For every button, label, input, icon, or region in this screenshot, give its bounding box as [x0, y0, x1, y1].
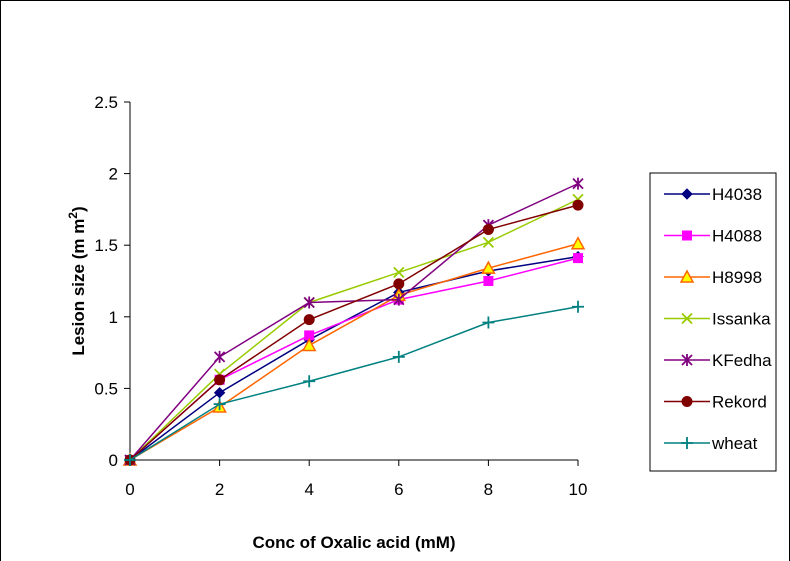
legend-item-h4088: H4088: [664, 227, 762, 246]
series-line: [129, 204, 579, 461]
series-h8998: [122, 236, 586, 466]
legend-item-kfedha: KFedha: [664, 351, 772, 370]
x-tick-label: 8: [484, 480, 493, 499]
data-point: [482, 316, 495, 329]
legend-marker: [679, 269, 695, 283]
legend-label: Rekord: [712, 393, 767, 412]
legend-label: Issanka: [712, 310, 771, 329]
legend-label: KFedha: [712, 351, 772, 370]
series-line: [129, 243, 579, 461]
data-point: [570, 236, 586, 250]
data-point: [572, 177, 584, 190]
legend-marker: [681, 312, 693, 325]
data-point: [303, 314, 315, 326]
legend-marker: [681, 396, 693, 407]
series-layer: [122, 177, 586, 466]
legend-item-issanka: Issanka: [664, 310, 771, 329]
y-tick-label: 1.5: [94, 236, 118, 255]
legend: H4038 H4088 H8998 Issanka KFedha Rekord wheat: [649, 172, 777, 472]
axes: [129, 102, 578, 461]
y-tick-label: 0.5: [94, 379, 118, 398]
legend-box: [649, 172, 777, 472]
y-axis-title: Lesion size (m m2): [66, 206, 88, 355]
data-point: [301, 337, 317, 352]
data-point: [573, 253, 583, 264]
legend-label: H4088: [712, 227, 762, 246]
y-tick-label: 2: [109, 165, 118, 184]
series-h4088: [125, 253, 583, 465]
y-tick-label: 0: [109, 451, 118, 470]
legend-label: H8998: [712, 268, 762, 287]
data-point: [481, 260, 496, 274]
data-point: [303, 375, 316, 388]
legend-marker: [682, 230, 692, 241]
data-point: [572, 300, 584, 313]
legend-marker: [681, 354, 693, 366]
series-line: [129, 198, 579, 461]
x-axis-title: Conc of Oxalic acid (mM): [252, 533, 455, 552]
data-point: [213, 386, 226, 399]
legend-label: wheat: [711, 434, 758, 453]
data-point: [303, 296, 315, 309]
legend-item-h8998: H8998: [664, 268, 762, 287]
data-point: [393, 266, 405, 279]
series-rekord: [124, 199, 584, 466]
data-point: [482, 236, 495, 248]
data-point: [482, 223, 494, 235]
legend-marker: [681, 437, 693, 449]
data-point: [124, 454, 136, 466]
x-tick-label: 2: [215, 480, 224, 499]
x-tick-label: 4: [304, 480, 313, 499]
data-point: [392, 350, 405, 363]
y-tick-label: 1: [109, 308, 118, 327]
series-line: [129, 257, 579, 461]
legend-label: H4038: [712, 185, 762, 204]
series-line: [129, 255, 579, 461]
x-tick-label: 0: [125, 480, 134, 499]
data-point: [393, 278, 405, 290]
y-tick-label: 2.5: [94, 93, 118, 112]
legend-item-rekord: Rekord: [664, 393, 767, 412]
data-point: [214, 374, 226, 386]
x-tick-label: 10: [569, 480, 588, 499]
data-point: [213, 398, 226, 411]
data-point: [572, 199, 584, 211]
y-axis-ticks: 0 0.5 1 1.5 2 2.5: [94, 93, 130, 470]
legend-marker: [681, 188, 693, 200]
legend-item-wheat: wheat: [664, 434, 758, 453]
data-point: [483, 276, 494, 286]
x-tick-label: 6: [394, 480, 403, 499]
series-wheat: [124, 300, 584, 466]
series-line: [129, 306, 579, 461]
series-h4038: [124, 250, 584, 466]
legend-item-h4038: H4038: [664, 185, 762, 204]
series-issanka: [124, 193, 584, 466]
x-axis-ticks: 0 2 4 6 8 10: [125, 460, 587, 499]
data-point: [213, 350, 226, 363]
data-point: [393, 293, 405, 306]
